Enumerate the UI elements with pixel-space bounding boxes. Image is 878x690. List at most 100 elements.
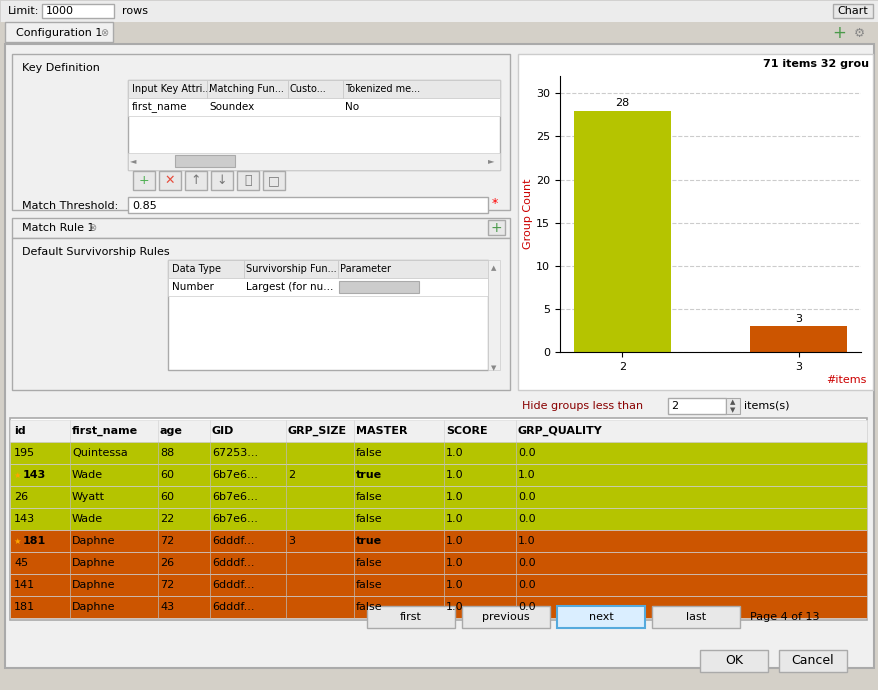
Text: 1.0: 1.0 xyxy=(445,580,463,590)
Bar xyxy=(10,596,866,618)
Text: Page 4 of 13: Page 4 of 13 xyxy=(749,612,818,622)
Bar xyxy=(0,0,878,22)
Text: 0.0: 0.0 xyxy=(517,514,535,524)
Text: 0.0: 0.0 xyxy=(517,558,535,568)
Text: 1.0: 1.0 xyxy=(445,558,463,568)
Bar xyxy=(487,220,505,235)
Bar xyxy=(10,464,866,486)
Text: ▼: ▼ xyxy=(491,365,496,371)
Text: 6dddf...: 6dddf... xyxy=(212,558,255,568)
Bar xyxy=(10,574,866,596)
Text: Input Key Attri...: Input Key Attri... xyxy=(132,84,211,94)
Bar xyxy=(667,398,725,414)
Text: 2: 2 xyxy=(288,470,295,480)
Text: 26: 26 xyxy=(160,558,174,568)
Text: 72: 72 xyxy=(160,536,174,546)
Text: Daphne: Daphne xyxy=(72,558,115,568)
Text: Match Rule 1: Match Rule 1 xyxy=(22,223,95,233)
Text: OK: OK xyxy=(724,655,742,667)
Text: 0.0: 0.0 xyxy=(517,602,535,612)
Text: ⧉: ⧉ xyxy=(244,174,251,187)
Bar xyxy=(339,281,419,293)
Bar xyxy=(10,508,866,530)
Text: 0.0: 0.0 xyxy=(517,580,535,590)
Bar xyxy=(487,260,500,370)
Text: Custo...: Custo... xyxy=(290,84,327,94)
Bar xyxy=(128,80,500,170)
Text: Daphne: Daphne xyxy=(72,536,115,546)
Text: Key Definition: Key Definition xyxy=(22,63,100,73)
Text: id: id xyxy=(14,426,25,436)
Text: 1.0: 1.0 xyxy=(517,536,535,546)
Bar xyxy=(12,238,509,390)
Text: true: true xyxy=(356,536,382,546)
Text: 1.0: 1.0 xyxy=(445,448,463,458)
Text: 195: 195 xyxy=(14,448,35,458)
Text: 6dddf...: 6dddf... xyxy=(212,580,255,590)
Text: 60: 60 xyxy=(160,492,174,502)
Text: Cancel: Cancel xyxy=(791,655,833,667)
Bar xyxy=(12,54,509,210)
Text: 1.0: 1.0 xyxy=(517,470,535,480)
Text: 71 items 32 grou: 71 items 32 grou xyxy=(762,59,868,69)
Bar xyxy=(557,606,644,628)
Text: last: last xyxy=(685,612,705,622)
Text: 72: 72 xyxy=(160,580,174,590)
Text: ▼: ▼ xyxy=(730,407,735,413)
Text: ◄: ◄ xyxy=(130,157,136,166)
Bar xyxy=(5,22,113,42)
Text: false: false xyxy=(356,448,382,458)
Text: Tokenized me...: Tokenized me... xyxy=(344,84,420,94)
Bar xyxy=(12,218,509,238)
Text: 6b7e6...: 6b7e6... xyxy=(212,514,257,524)
Bar xyxy=(263,171,284,190)
Text: Data Type: Data Type xyxy=(172,264,220,274)
Text: 67253...: 67253... xyxy=(212,448,258,458)
Text: Wyatt: Wyatt xyxy=(72,492,104,502)
Text: *: * xyxy=(492,197,498,210)
Bar xyxy=(749,326,846,352)
Bar xyxy=(128,197,487,213)
Text: +: + xyxy=(490,221,501,235)
Text: rows: rows xyxy=(122,6,148,16)
Text: 88: 88 xyxy=(160,448,174,458)
Bar xyxy=(10,486,866,508)
Bar xyxy=(651,606,739,628)
Text: 6b7e6...: 6b7e6... xyxy=(212,492,257,502)
Text: previous: previous xyxy=(482,612,529,622)
Text: Quintessa: Quintessa xyxy=(72,448,127,458)
Text: 143: 143 xyxy=(23,470,47,480)
Text: ★: ★ xyxy=(13,537,20,546)
Text: 45: 45 xyxy=(14,558,28,568)
Bar xyxy=(128,153,500,170)
Text: Configuration 1: Configuration 1 xyxy=(16,28,102,38)
Text: first_name: first_name xyxy=(132,101,187,112)
Text: Chart: Chart xyxy=(837,6,867,16)
Text: #items: #items xyxy=(825,375,866,385)
Text: 181: 181 xyxy=(23,536,47,546)
Text: ►: ► xyxy=(487,157,493,166)
Bar xyxy=(573,110,670,352)
Text: 43: 43 xyxy=(160,602,174,612)
Bar xyxy=(699,650,767,672)
Bar xyxy=(159,171,181,190)
Text: GRP_QUALITY: GRP_QUALITY xyxy=(517,426,602,436)
Text: Wade: Wade xyxy=(72,470,103,480)
Text: first_name: first_name xyxy=(72,426,138,436)
Bar xyxy=(168,260,487,370)
Bar xyxy=(133,171,155,190)
Text: 28: 28 xyxy=(615,98,629,108)
Bar xyxy=(10,418,866,620)
Bar xyxy=(832,4,872,18)
Text: 6dddf...: 6dddf... xyxy=(212,536,255,546)
Bar xyxy=(725,398,739,414)
Text: Matching Fun...: Matching Fun... xyxy=(209,84,284,94)
Text: Largest (for nu...: Largest (for nu... xyxy=(246,282,333,292)
Text: 6b7e6...: 6b7e6... xyxy=(212,470,257,480)
Text: 26: 26 xyxy=(14,492,28,502)
Text: 141: 141 xyxy=(14,580,35,590)
Text: ▲: ▲ xyxy=(491,265,496,271)
Bar xyxy=(517,54,872,390)
Text: items(s): items(s) xyxy=(743,401,788,411)
Bar xyxy=(128,98,500,116)
